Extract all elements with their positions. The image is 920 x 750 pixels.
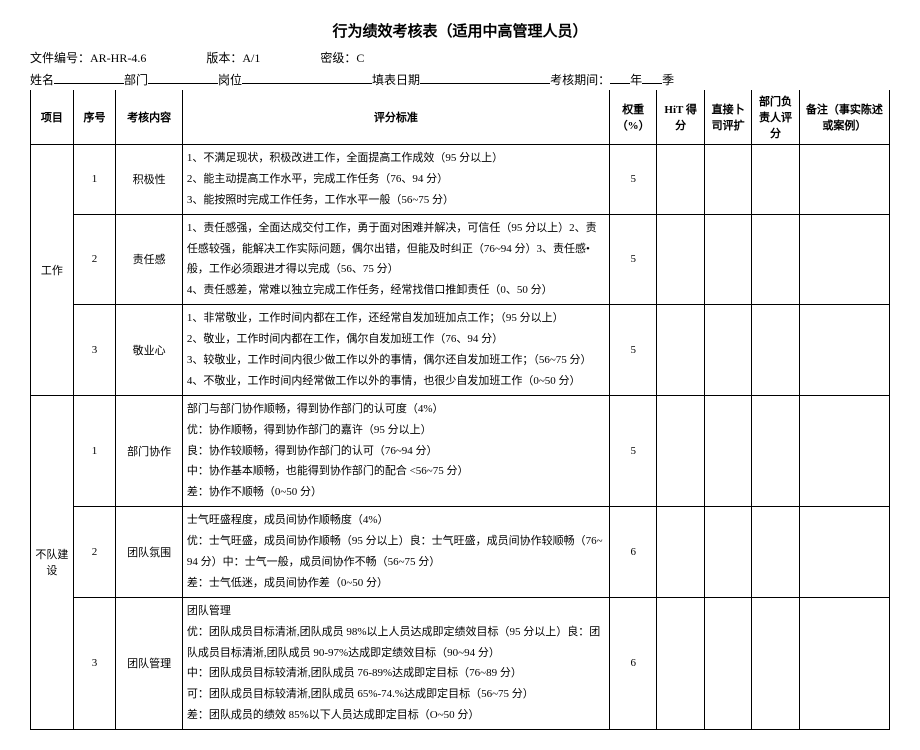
file-no: AR-HR-4.6	[90, 51, 146, 65]
row-criteria: 士气旺盛程度，成员间协作顺畅度（4%） 优：士气旺盛，成员间协作顺畅（95 分以…	[182, 507, 609, 598]
col-seq: 序号	[73, 90, 116, 145]
dept-field[interactable]	[148, 70, 218, 84]
row-dept-cell[interactable]	[752, 305, 799, 396]
row-weight: 5	[609, 145, 656, 215]
row-item: 积极性	[116, 145, 182, 215]
quarter-label: 季	[662, 71, 674, 88]
col-criteria: 评分标准	[182, 90, 609, 145]
name-label: 姓名	[30, 71, 54, 88]
section-name: 工作	[31, 145, 74, 396]
row-dept-cell[interactable]	[752, 597, 799, 729]
row-remark-cell[interactable]	[799, 145, 889, 215]
row-seq: 2	[73, 507, 116, 598]
col-dept-score: 部门负责人评分	[752, 90, 799, 145]
row-hit-cell[interactable]	[657, 507, 704, 598]
post-field[interactable]	[242, 70, 372, 84]
col-hit: HiT 得分	[657, 90, 704, 145]
row-remark-cell[interactable]	[799, 507, 889, 598]
row-item: 责任感	[116, 214, 182, 305]
row-direct-cell[interactable]	[704, 145, 751, 215]
row-criteria: 部门与部门协作顺畅，得到协作部门的认可度（4%） 优：协作顺畅，得到协作部门的嘉…	[182, 395, 609, 506]
meta-row: 文件编号：AR-HR-4.6 版本：A/1 密级：C	[30, 49, 890, 66]
page-title: 行为绩效考核表（适用中高管理人员）	[30, 20, 890, 41]
row-item: 团队管理	[116, 597, 182, 729]
year-label: 年	[630, 71, 642, 88]
version: A/1	[242, 51, 260, 65]
row-weight: 5	[609, 395, 656, 506]
row-dept-cell[interactable]	[752, 395, 799, 506]
row-criteria: 1、不满足现状，积极改进工作，全面提高工作成效（95 分以上） 2、能主动提高工…	[182, 145, 609, 215]
section-name: 不队建设	[31, 395, 74, 729]
row-seq: 3	[73, 305, 116, 396]
col-weight: 权重（%）	[609, 90, 656, 145]
period-label: 考核期间：	[550, 71, 610, 88]
row-hit-cell[interactable]	[657, 305, 704, 396]
row-criteria: 团队管理 优：团队成员目标清淅,团队成员 98%以上人员达成即定绩效目标（95 …	[182, 597, 609, 729]
row-hit-cell[interactable]	[657, 145, 704, 215]
file-no-label: 文件编号：	[30, 51, 90, 65]
row-seq: 2	[73, 214, 116, 305]
col-remark: 备注（事实陈述或案例）	[799, 90, 889, 145]
row-weight: 6	[609, 507, 656, 598]
row-criteria: 1、责任感强，全面达成交付工作，勇于面对困难并解决，可信任（95 分以上）2、责…	[182, 214, 609, 305]
col-project: 项目	[31, 90, 74, 145]
row-weight: 6	[609, 597, 656, 729]
row-item: 部门协作	[116, 395, 182, 506]
col-direct: 直接卜司评扩	[704, 90, 751, 145]
row-item: 敬业心	[116, 305, 182, 396]
row-seq: 1	[73, 145, 116, 215]
row-hit-cell[interactable]	[657, 214, 704, 305]
row-hit-cell[interactable]	[657, 597, 704, 729]
secret: C	[356, 51, 364, 65]
col-item: 考核内容	[116, 90, 182, 145]
row-dept-cell[interactable]	[752, 145, 799, 215]
period-year-field[interactable]	[610, 70, 630, 84]
row-weight: 5	[609, 214, 656, 305]
row-direct-cell[interactable]	[704, 214, 751, 305]
row-direct-cell[interactable]	[704, 395, 751, 506]
assessment-table: 项目 序号 考核内容 评分标准 权重（%） HiT 得分 直接卜司评扩 部门负责…	[30, 90, 890, 730]
row-direct-cell[interactable]	[704, 597, 751, 729]
row-seq: 3	[73, 597, 116, 729]
post-label: 岗位	[218, 71, 242, 88]
row-dept-cell[interactable]	[752, 507, 799, 598]
row-seq: 1	[73, 395, 116, 506]
form-header: 姓名 部门 岗位 填表日期 考核期间： 年 季	[30, 70, 890, 88]
version-label: 版本：	[206, 51, 242, 65]
row-remark-cell[interactable]	[799, 395, 889, 506]
row-weight: 5	[609, 305, 656, 396]
row-dept-cell[interactable]	[752, 214, 799, 305]
filldate-field[interactable]	[420, 70, 550, 84]
secret-label: 密级：	[320, 51, 356, 65]
row-hit-cell[interactable]	[657, 395, 704, 506]
row-remark-cell[interactable]	[799, 214, 889, 305]
period-q-field[interactable]	[642, 70, 662, 84]
row-direct-cell[interactable]	[704, 507, 751, 598]
row-item: 团队氛围	[116, 507, 182, 598]
name-field[interactable]	[54, 70, 124, 84]
row-criteria: 1、非常敬业，工作时间内都在工作，还经常自发加班加点工作；（95 分以上） 2、…	[182, 305, 609, 396]
filldate-label: 填表日期	[372, 71, 420, 88]
row-remark-cell[interactable]	[799, 597, 889, 729]
dept-label: 部门	[124, 71, 148, 88]
row-direct-cell[interactable]	[704, 305, 751, 396]
row-remark-cell[interactable]	[799, 305, 889, 396]
